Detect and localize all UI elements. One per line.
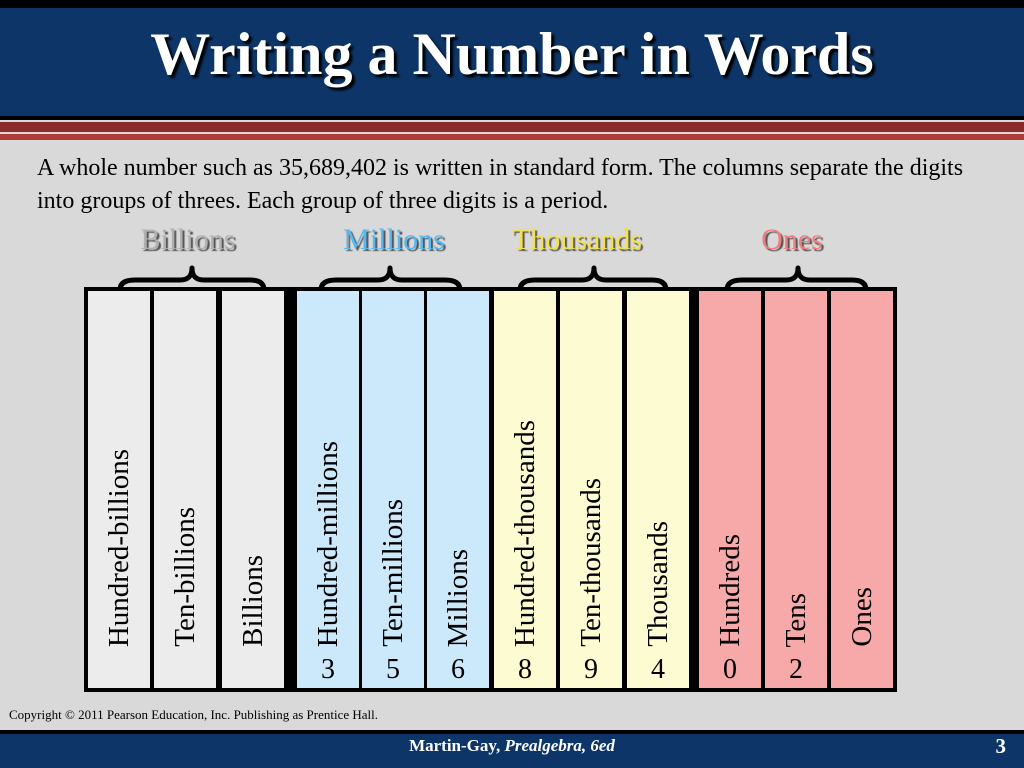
header-band: [0, 8, 1024, 116]
digit-cell: 3: [321, 654, 335, 685]
slide-header: Writing a Number in Words: [0, 0, 1024, 120]
column-hundred-thousands: Hundred-thousands 8: [494, 291, 556, 688]
column-billions: Billions: [222, 291, 284, 688]
column-label: Thousands: [641, 521, 674, 647]
header-divider-secondary: [0, 134, 1024, 140]
footer-band: [0, 734, 1024, 768]
column-ten-thousands: Ten-thousands 9: [560, 291, 622, 688]
digit-cell: 6: [451, 654, 465, 685]
footer-author: Martin-Gay,: [409, 736, 501, 755]
period-label-ones: Ones: [761, 223, 823, 256]
column-ones: Ones: [831, 291, 893, 688]
place-value-table: Hundred-billions Ten-billions Billions H…: [84, 287, 897, 692]
period-braces: [117, 265, 869, 293]
column-label: Ten-billions: [168, 507, 201, 647]
column-millions: Millions 6: [427, 291, 489, 688]
digit-cell: [831, 651, 893, 688]
digit-cell: [154, 651, 216, 688]
column-hundreds: Hundreds 0: [699, 291, 761, 688]
brace-thousands: [517, 265, 669, 293]
page-number: 3: [995, 734, 1007, 758]
copyright-notice: Copyright © 2011 Pearson Education, Inc.…: [9, 707, 379, 722]
digit-cell: 8: [518, 654, 532, 685]
digit-cell: 5: [386, 654, 400, 685]
column-hundred-billions: Hundred-billions: [88, 291, 150, 688]
column-label: Ones: [845, 587, 878, 647]
slide-footer: Martin-Gay, Prealgebra, 6ed 3: [0, 730, 1024, 768]
period-group-ones: Hundreds 0 Tens 2 Ones: [693, 287, 897, 692]
period-label-billions: Billions: [140, 223, 236, 256]
period-group-billions: Hundred-billions Ten-billions Billions: [84, 287, 289, 692]
slide-title: Writing a Number in Words: [150, 21, 874, 87]
footer-citation: Martin-Gay, Prealgebra, 6ed: [0, 736, 1024, 756]
footer-book-title: Prealgebra, 6ed: [504, 736, 615, 755]
digit-cell: [222, 651, 284, 688]
period-label-thousands: Thousands: [512, 223, 642, 256]
column-label: Hundreds: [713, 534, 746, 647]
column-ten-billions: Ten-billions: [154, 291, 216, 688]
column-label: Millions: [441, 548, 474, 647]
column-label: Ten-thousands: [574, 478, 607, 647]
intro-paragraph: A whole number such as 35,689,402 is wri…: [37, 155, 964, 214]
header-divider: [0, 122, 1024, 132]
digit-cell: 9: [584, 654, 598, 685]
column-label: Hundred-millions: [311, 440, 344, 647]
column-label: Ten-millions: [376, 499, 409, 647]
column-tens: Tens 2: [765, 291, 827, 688]
brace-ones: [724, 265, 869, 293]
period-group-thousands: Hundred-thousands 8 Ten-thousands 9 Thou…: [488, 287, 693, 692]
digit-cell: 0: [723, 654, 737, 685]
digit-cell: 2: [789, 654, 803, 685]
column-label: Hundred-thousands: [508, 419, 541, 647]
digit-cell: 4: [651, 654, 665, 685]
column-hundred-millions: Hundred-millions 3: [297, 291, 359, 688]
column-label: Hundred-billions: [102, 448, 135, 647]
column-label: Billions: [236, 555, 269, 647]
column-label: Tens: [779, 592, 812, 647]
period-group-millions: Hundred-millions 3 Ten-millions 5 Millio…: [291, 287, 489, 692]
brace-millions: [318, 265, 463, 293]
period-label-millions: Millions: [343, 223, 445, 256]
column-ten-millions: Ten-millions 5: [362, 291, 424, 688]
digit-cell: [88, 651, 150, 688]
brace-billions: [117, 265, 267, 293]
column-thousands: Thousands 4: [627, 291, 689, 688]
